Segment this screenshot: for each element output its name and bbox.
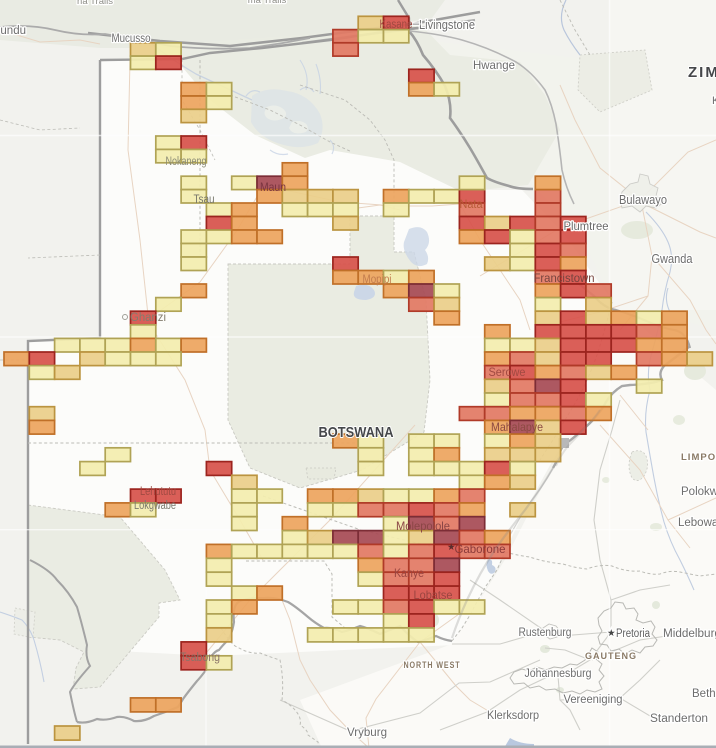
svg-text:Ghanzi: Ghanzi [130,312,166,324]
svg-text:Mucusso: Mucusso [112,33,151,45]
svg-text:undu: undu [0,25,26,37]
svg-text:★: ★ [607,628,616,639]
svg-text:ma Trails: ma Trails [248,0,287,6]
svg-text:LIMPOPO: LIMPOPO [681,452,716,463]
svg-text:NORTH WEST: NORTH WEST [404,660,461,671]
svg-text:Serowe: Serowe [489,365,526,379]
svg-text:Kasane: Kasane [380,19,413,31]
svg-text:Polokwane: Polokwane [681,486,716,498]
svg-text:Pretoria: Pretoria [616,628,650,640]
svg-text:Lebowakgomo: Lebowakgomo [678,517,716,529]
svg-text:Francistown: Francistown [534,271,595,285]
svg-text:Mahalapye: Mahalapye [491,420,543,434]
svg-text:BOTSWANA: BOTSWANA [319,424,394,441]
svg-text:Lobatse: Lobatse [414,588,453,602]
svg-text:ZIMBABWE: ZIMBABWE [688,64,716,81]
svg-text:Vryburg: Vryburg [347,725,387,739]
svg-text:GAUTENG: GAUTENG [585,651,637,662]
svg-text:Standerton: Standerton [650,713,708,725]
svg-text:Tsau: Tsau [194,194,215,206]
svg-text:Plumtree: Plumtree [564,219,609,233]
svg-text:Nata: Nata [460,199,484,211]
svg-text:K: K [712,95,716,107]
svg-text:Hwange: Hwange [473,58,515,72]
svg-text:Mopipi: Mopipi [363,274,392,286]
svg-text:–: – [413,18,420,30]
svg-text:Klerksdorp: Klerksdorp [487,710,539,722]
svg-text:Bethal: Bethal [692,688,716,700]
svg-text:Bulawayo: Bulawayo [619,193,667,207]
svg-text:★: ★ [447,542,456,553]
svg-text:Livingstone: Livingstone [419,18,475,32]
svg-text:Rustenburg: Rustenburg [519,627,572,639]
svg-text:Johannesburg: Johannesburg [525,668,592,680]
svg-text:Kanye: Kanye [394,566,424,580]
svg-text:Gaborone: Gaborone [455,542,506,556]
svg-text:Molepolole: Molepolole [396,519,450,533]
svg-text:Maun: Maun [260,180,286,194]
svg-text:Nokaneng: Nokaneng [166,156,207,168]
svg-text:Middelburg: Middelburg [663,628,716,640]
svg-text:Tsabong: Tsabong [180,652,220,664]
svg-text:Gwanda: Gwanda [652,252,693,266]
svg-text:na Trails: na Trails [77,0,113,7]
svg-text:Lokgwabe: Lokgwabe [134,500,176,512]
svg-text:Vereeniging: Vereeniging [564,694,623,706]
svg-text:Lehututu: Lehututu [140,486,176,498]
